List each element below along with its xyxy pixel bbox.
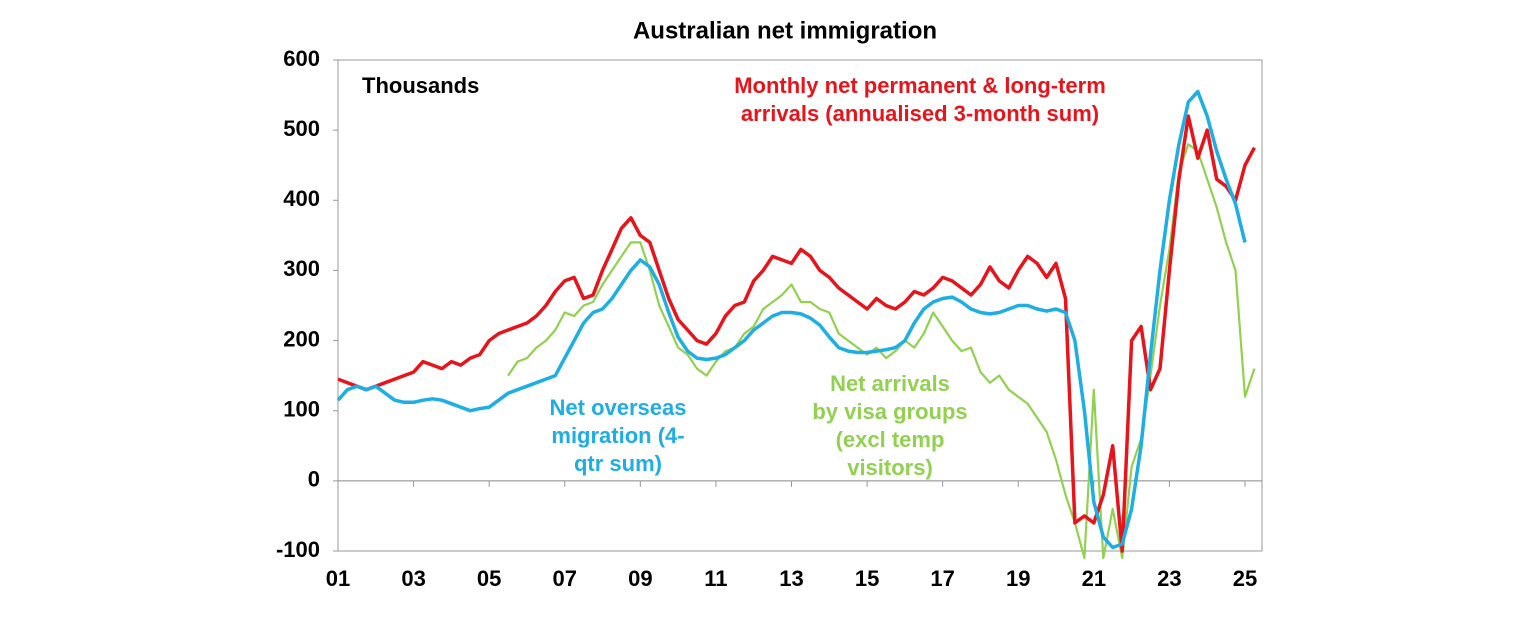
series-label: Net arrivals by visa groups (excl temp v…	[812, 371, 968, 480]
x-tick-label: 11	[704, 566, 727, 591]
y-tick-label: 400	[283, 186, 320, 211]
series-line	[507, 143, 1256, 560]
x-tick-label: 07	[553, 566, 577, 591]
x-tick-label: 09	[628, 566, 652, 591]
y-tick-label: 200	[283, 326, 320, 351]
y-tick-label: 600	[283, 46, 320, 71]
series-label: Monthly net permanent & long-term arriva…	[734, 73, 1106, 126]
x-tick-label: 03	[401, 566, 425, 591]
y-tick-label: -100	[276, 537, 320, 562]
x-tick-label: 01	[326, 566, 350, 591]
y-tick-label: 500	[283, 116, 320, 141]
series-line	[336, 89, 1247, 550]
x-tick-label: 13	[779, 566, 803, 591]
x-tick-label: 21	[1082, 566, 1106, 591]
y-tick-label: 100	[283, 397, 320, 422]
x-tick-label: 19	[1006, 566, 1030, 591]
plot-frame	[337, 59, 1263, 552]
x-tick-label: 17	[930, 566, 954, 591]
chart-title: Australian net immigration	[633, 17, 937, 44]
y-tick-label: 300	[283, 256, 320, 281]
y-tick-label: 0	[308, 467, 320, 492]
series-line	[337, 114, 1256, 553]
x-tick-label: 25	[1233, 566, 1257, 591]
y-axis-label: Thousands	[362, 73, 479, 98]
x-tick-label: 05	[477, 566, 501, 591]
x-tick-label: 15	[855, 566, 879, 591]
series-label: Net overseas migration (4- qtr sum)	[549, 395, 687, 476]
x-tick-label: 23	[1157, 566, 1181, 591]
